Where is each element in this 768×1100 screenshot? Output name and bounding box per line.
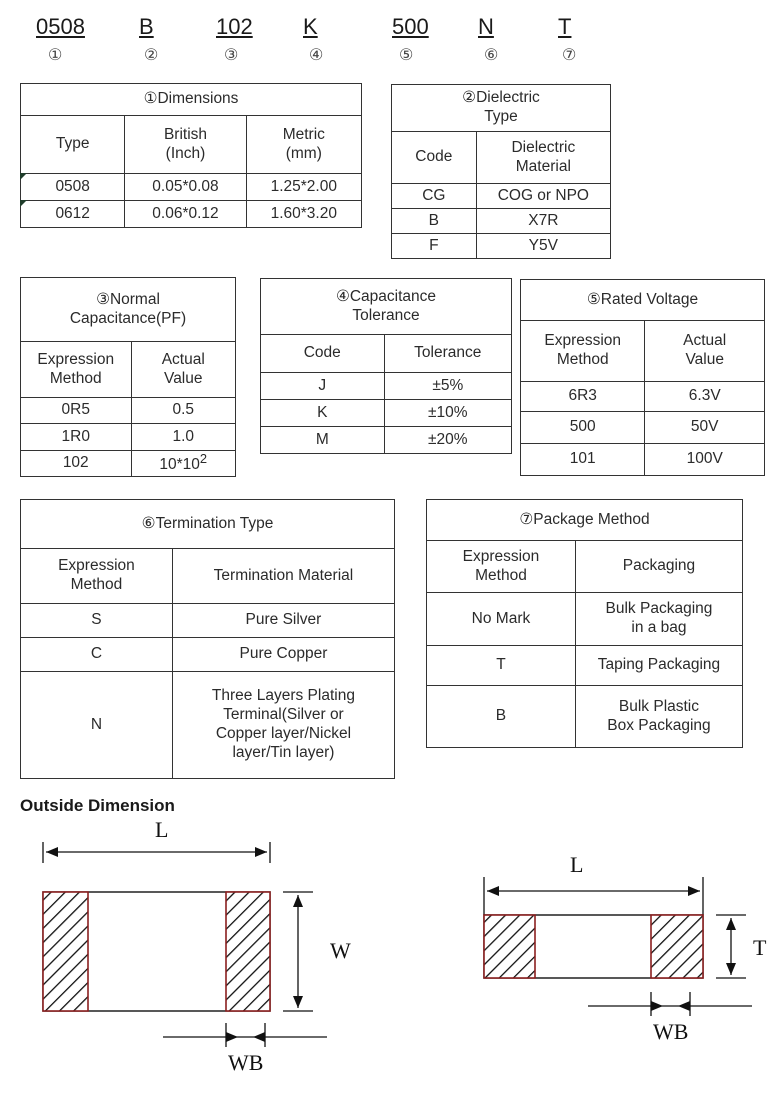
svg-text:L: L <box>570 852 583 877</box>
svg-text:WB: WB <box>653 1019 688 1044</box>
svg-text:W: W <box>330 938 351 963</box>
svg-text:T: T <box>753 935 767 960</box>
svg-text:L: L <box>155 817 168 842</box>
svg-text:WB: WB <box>228 1050 263 1075</box>
